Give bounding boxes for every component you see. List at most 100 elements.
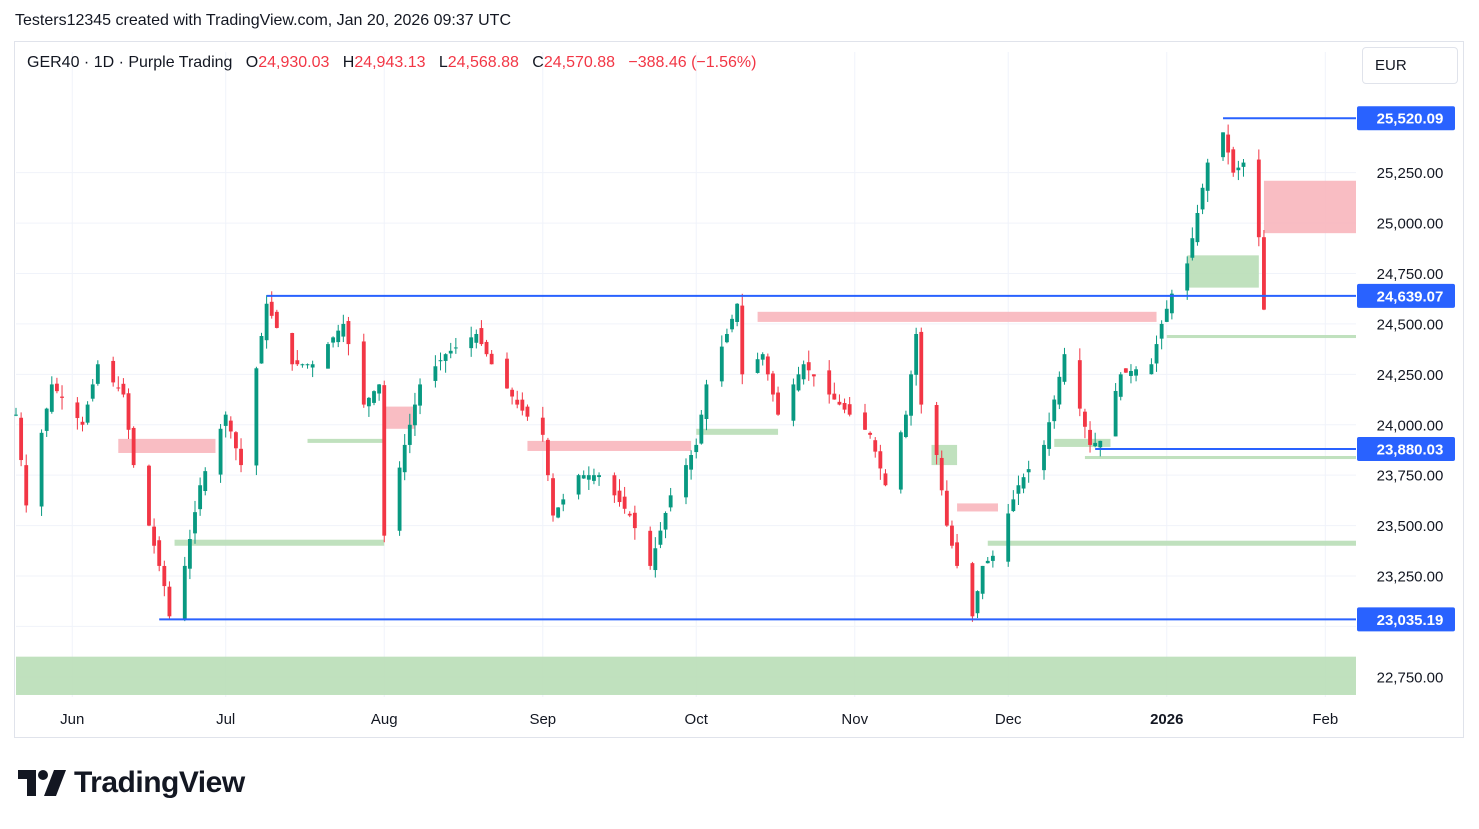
candle-body [1047, 422, 1052, 449]
candle-body [796, 374, 801, 391]
candle-body [402, 444, 407, 473]
candle-body [397, 467, 402, 531]
candle-body [873, 440, 878, 452]
candle-body [1129, 370, 1133, 376]
candle-body [990, 555, 995, 561]
candle-body [131, 427, 136, 466]
x-tick-label: Jul [216, 711, 235, 728]
candle-body [1042, 444, 1046, 471]
bullish-zone [696, 428, 779, 435]
level-price-label: 23,035.19 [1377, 612, 1444, 629]
candle-body [489, 353, 494, 365]
open-label: O [245, 54, 259, 71]
candle-body [719, 346, 724, 382]
y-tick-label: 24,000.00 [1377, 417, 1444, 434]
chart-frame [14, 41, 1464, 738]
candle-body [776, 392, 780, 415]
ohlc-legend: GER40 · 1D · Purple Trading O24,930.03 H… [27, 54, 756, 72]
candle-body [827, 370, 832, 395]
candle-body [1190, 238, 1195, 258]
candle-body [735, 303, 740, 322]
candle-body [806, 362, 811, 371]
candle-body [413, 404, 417, 426]
candle-body [218, 428, 223, 475]
close-label: C [532, 54, 544, 71]
level-price-tag [1357, 106, 1455, 131]
candle-body [668, 495, 673, 508]
candle-body [228, 420, 233, 432]
candle-body [586, 475, 591, 480]
level-price-tag [1357, 283, 1455, 308]
tradingview-logo: TradingView [18, 766, 245, 800]
candle-body [95, 364, 100, 384]
candle-body [576, 475, 581, 495]
bearish-zone [384, 406, 415, 429]
candle-body [182, 565, 187, 620]
candle-body [944, 490, 949, 526]
candle-body [193, 512, 197, 534]
level-price-tag [1357, 436, 1455, 461]
candle-body [970, 563, 975, 617]
x-tick-label: Sep [529, 711, 556, 728]
candle-body [515, 399, 520, 405]
candle-body [520, 399, 525, 411]
candle-body [443, 354, 448, 361]
candle-body [1169, 293, 1174, 314]
candle-body [1241, 162, 1246, 167]
candle-body [49, 384, 54, 412]
candle-body [274, 311, 279, 328]
candle-body [980, 565, 985, 594]
level-price-label: 25,520.09 [1377, 111, 1444, 128]
candle-body [904, 414, 908, 437]
candle-body [545, 439, 550, 476]
candle-body [704, 384, 709, 420]
tradingview-logo-icon [18, 770, 66, 796]
candle-body [791, 384, 796, 421]
candle-body [525, 406, 530, 417]
candle-body [1062, 354, 1067, 382]
candle-body [1026, 469, 1031, 473]
candle-body [1200, 187, 1205, 210]
symbol-label[interactable]: GER40 · 1D · Purple Trading [27, 54, 233, 71]
high-label: H [342, 54, 355, 71]
candle-body [54, 383, 59, 392]
y-tick-label: 23,250.00 [1377, 569, 1444, 586]
candle-body [1006, 513, 1011, 562]
candle-body [203, 471, 208, 492]
candle-body [755, 359, 760, 373]
bearish-zone [757, 311, 1157, 322]
candle-body [689, 455, 694, 470]
candle-body [556, 507, 561, 518]
close-value: 24,570.88 [543, 54, 616, 71]
candle-body [863, 412, 867, 430]
candle-body [223, 414, 228, 426]
candle-body [627, 513, 632, 516]
candle-body [438, 360, 443, 362]
candle-body [75, 402, 80, 419]
candle-body [484, 341, 489, 355]
candle-body [254, 368, 259, 466]
candle-body [469, 337, 474, 349]
candle-body [1016, 485, 1021, 494]
candle-body [837, 401, 842, 405]
candle-body [663, 512, 668, 530]
candle-body [878, 451, 883, 469]
candle-body [1231, 149, 1236, 173]
currency-selector[interactable]: EUR [1362, 47, 1458, 84]
candle-body [847, 404, 852, 415]
candle-body [80, 421, 85, 425]
candle-body [1083, 411, 1087, 427]
candle-body [883, 473, 888, 486]
candle-body [898, 432, 903, 490]
candle-body [44, 408, 49, 431]
x-tick-label: Aug [371, 711, 398, 728]
candle-body [326, 344, 330, 369]
candle-body [60, 396, 64, 398]
candle-body [653, 548, 658, 571]
level-price-label: 23,880.03 [1377, 441, 1444, 458]
candle-body [724, 334, 729, 343]
candle-body [1057, 376, 1062, 405]
candle-body [1221, 132, 1225, 158]
change-value: −388.46 (−1.56%) [628, 54, 757, 71]
